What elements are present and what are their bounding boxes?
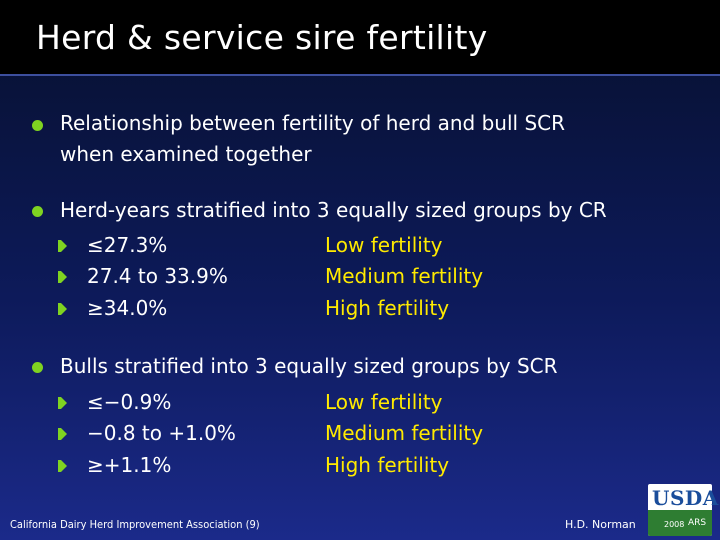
title-bar: Herd & service sire fertility (0, 0, 720, 76)
bull-group-3-level: High fertility (325, 453, 450, 477)
usda-logo-band: 2008 ARS (648, 510, 712, 536)
bullet-dot-icon (32, 206, 43, 217)
sub-bullet-arrow-icon (58, 271, 67, 283)
sub-bullet-arrow-icon (58, 460, 67, 472)
bullet-2-text: Herd-years stratified into 3 equally siz… (60, 198, 607, 222)
usda-logo: USDA 2008 ARS (648, 484, 718, 536)
usda-logo-letters: USDA (652, 486, 719, 510)
footer-author: H.D. Norman (565, 518, 636, 531)
footer-organization: California Dairy Herd Improvement Associ… (10, 518, 260, 531)
herd-group-3-range: ≥34.0% (87, 296, 168, 320)
herd-group-1-range: ≤27.3% (87, 233, 168, 257)
bullet-dot-icon (32, 120, 43, 131)
sub-bullet-arrow-icon (58, 240, 67, 252)
bullet-dot-icon (32, 362, 43, 373)
bull-group-2-level: Medium fertility (325, 421, 484, 445)
sub-bullet-arrow-icon (58, 428, 67, 440)
bullet-1-line2: when examined together (60, 142, 312, 166)
herd-group-2-level: Medium fertility (325, 264, 484, 288)
bullet-3-text: Bulls stratified into 3 equally sized gr… (60, 354, 558, 378)
bullet-1-line1: Relationship between fertility of herd a… (60, 111, 566, 135)
usda-logo-year: 2008 (664, 520, 685, 529)
slide-title: Herd & service sire fertility (36, 18, 488, 57)
herd-group-3-level: High fertility (325, 296, 450, 320)
ars-badge: ARS (688, 518, 707, 528)
bull-group-2-range: −0.8 to +1.0% (87, 421, 236, 445)
herd-group-1-level: Low fertility (325, 233, 443, 257)
sub-bullet-arrow-icon (58, 397, 67, 409)
bullet-1-text: Relationship between fertility of herd a… (60, 108, 565, 170)
bull-group-1-level: Low fertility (325, 390, 443, 414)
herd-group-2-range: 27.4 to 33.9% (87, 264, 228, 288)
bull-group-1-range: ≤−0.9% (87, 390, 172, 414)
bull-group-3-range: ≥+1.1% (87, 453, 172, 477)
sub-bullet-arrow-icon (58, 303, 67, 315)
